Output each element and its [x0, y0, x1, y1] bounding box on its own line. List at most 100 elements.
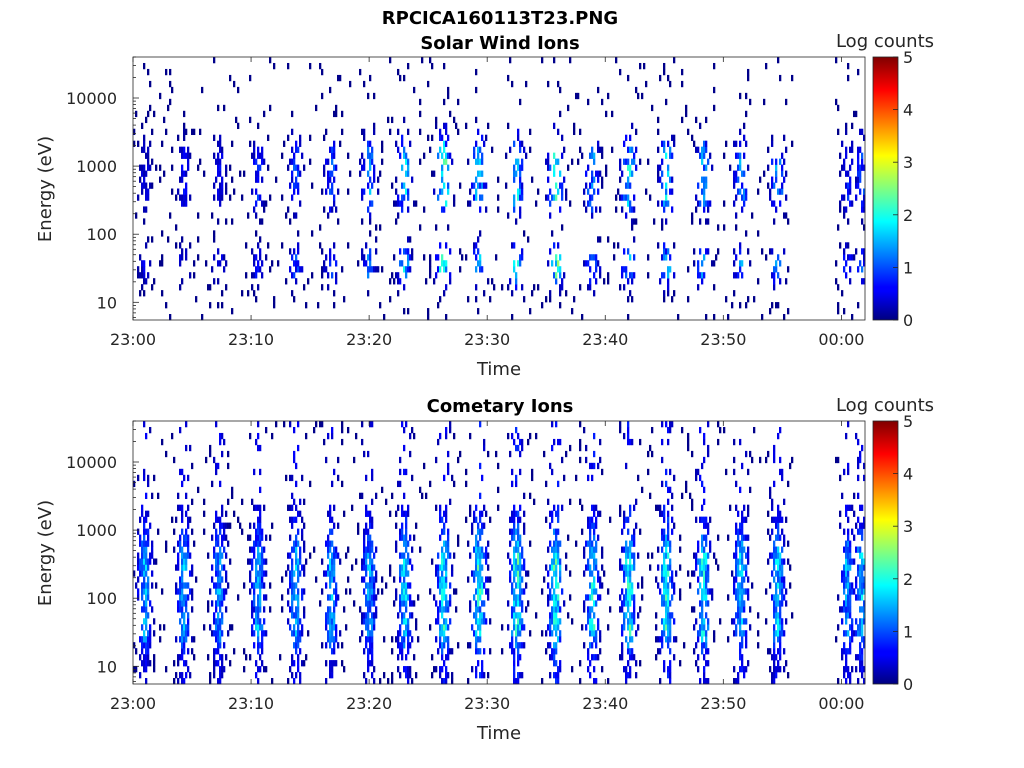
heatmap-cell	[861, 618, 864, 625]
heatmap-cell	[849, 624, 852, 631]
heatmap-cell	[257, 421, 260, 428]
heatmap-cell	[177, 660, 180, 667]
heatmap-cell	[227, 462, 230, 470]
heatmap-cell	[409, 432, 412, 440]
heatmap-cell	[863, 582, 866, 589]
heatmap-cell	[651, 426, 654, 434]
heatmap-cell	[773, 660, 776, 667]
heatmap-cell	[593, 158, 596, 165]
heatmap-cell	[667, 666, 670, 673]
heatmap-cell	[511, 468, 514, 476]
heatmap-cell	[419, 486, 422, 494]
heatmap-cell	[517, 158, 520, 165]
heatmap-cell	[551, 564, 554, 571]
heatmap-cell	[289, 516, 292, 523]
heatmap-cell	[553, 564, 556, 571]
heatmap-cell	[693, 570, 696, 577]
heatmap-cell	[487, 552, 490, 559]
heatmap-cell	[627, 660, 630, 667]
heatmap-cell	[185, 444, 188, 452]
heatmap-cell	[477, 540, 480, 547]
heatmap-cell	[631, 438, 634, 446]
heatmap-cell	[741, 660, 744, 667]
heatmap-cell	[663, 296, 666, 303]
heatmap-cell	[369, 642, 372, 649]
heatmap-cell	[329, 564, 332, 571]
heatmap-cell	[447, 92, 450, 100]
heatmap-cell	[769, 582, 772, 589]
heatmap-cell	[471, 528, 474, 535]
heatmap-cell	[169, 68, 172, 76]
heatmap-cell	[443, 522, 446, 529]
heatmap-cell	[183, 582, 186, 589]
heatmap-cell	[847, 540, 850, 547]
heatmap-cell	[373, 170, 376, 177]
heatmap-cell	[409, 140, 412, 147]
heatmap-cell	[553, 612, 556, 619]
heatmap-cell	[521, 194, 524, 201]
heatmap-cell	[533, 284, 536, 291]
heatmap-cell	[215, 540, 218, 547]
heatmap-cell	[859, 170, 862, 177]
heatmap-cell	[445, 636, 448, 643]
heatmap-cell	[599, 146, 602, 153]
heatmap-cell	[741, 570, 744, 577]
heatmap-cell	[371, 516, 374, 523]
heatmap-cell	[725, 468, 728, 476]
heatmap-cell	[413, 200, 416, 207]
heatmap-cell	[591, 546, 594, 553]
heatmap-cell	[673, 618, 676, 625]
heatmap-cell	[151, 606, 154, 613]
heatmap-cell	[661, 200, 664, 207]
heatmap-cell	[181, 558, 184, 565]
heatmap-cell	[609, 516, 612, 523]
heatmap-cell	[551, 582, 554, 589]
heatmap-cell	[735, 558, 738, 565]
heatmap-cell	[403, 600, 406, 607]
heatmap-cell	[183, 660, 186, 667]
heatmap-cell	[757, 642, 760, 649]
heatmap-cell	[663, 588, 666, 595]
heatmap-cell	[337, 456, 340, 464]
heatmap-cell	[379, 302, 382, 309]
heatmap-cell	[777, 666, 780, 673]
heatmap-cell	[337, 522, 340, 529]
heatmap-cell	[517, 600, 520, 607]
heatmap-cell	[687, 296, 690, 303]
heatmap-cell	[147, 164, 150, 171]
heatmap-cell	[667, 534, 670, 541]
heatmap-cell	[707, 624, 710, 631]
heatmap-cell	[703, 534, 706, 541]
heatmap-cell	[287, 164, 290, 171]
heatmap-cell	[671, 492, 674, 500]
heatmap-cell	[405, 528, 408, 535]
heatmap-cell	[859, 570, 862, 577]
heatmap-cell	[845, 612, 848, 619]
heatmap-cell	[289, 606, 292, 613]
heatmap-cell	[855, 630, 858, 637]
heatmap-cell	[445, 510, 448, 517]
heatmap-cell	[141, 540, 144, 547]
heatmap-cell	[671, 152, 674, 159]
heatmap-cell	[333, 636, 336, 643]
heatmap-cell	[597, 510, 600, 517]
heatmap-cell	[193, 272, 196, 279]
heatmap-cell	[517, 552, 520, 559]
heatmap-cell	[403, 534, 406, 541]
heatmap-cell	[733, 272, 736, 279]
heatmap-cell	[333, 140, 336, 147]
heatmap-cell	[655, 576, 658, 583]
heatmap-cell	[657, 164, 660, 171]
heatmap-cell	[771, 140, 774, 147]
heatmap-cell	[671, 570, 674, 577]
heatmap-cell	[555, 552, 558, 559]
heatmap-cell	[217, 552, 220, 559]
heatmap-cell	[335, 582, 338, 589]
heatmap-cell	[535, 200, 538, 207]
heatmap-cell	[521, 140, 524, 147]
heatmap-cell	[589, 618, 592, 625]
heatmap-cell	[631, 624, 634, 631]
heatmap-cell	[441, 188, 444, 195]
heatmap-cell	[513, 570, 516, 577]
heatmap-cell	[219, 672, 222, 679]
